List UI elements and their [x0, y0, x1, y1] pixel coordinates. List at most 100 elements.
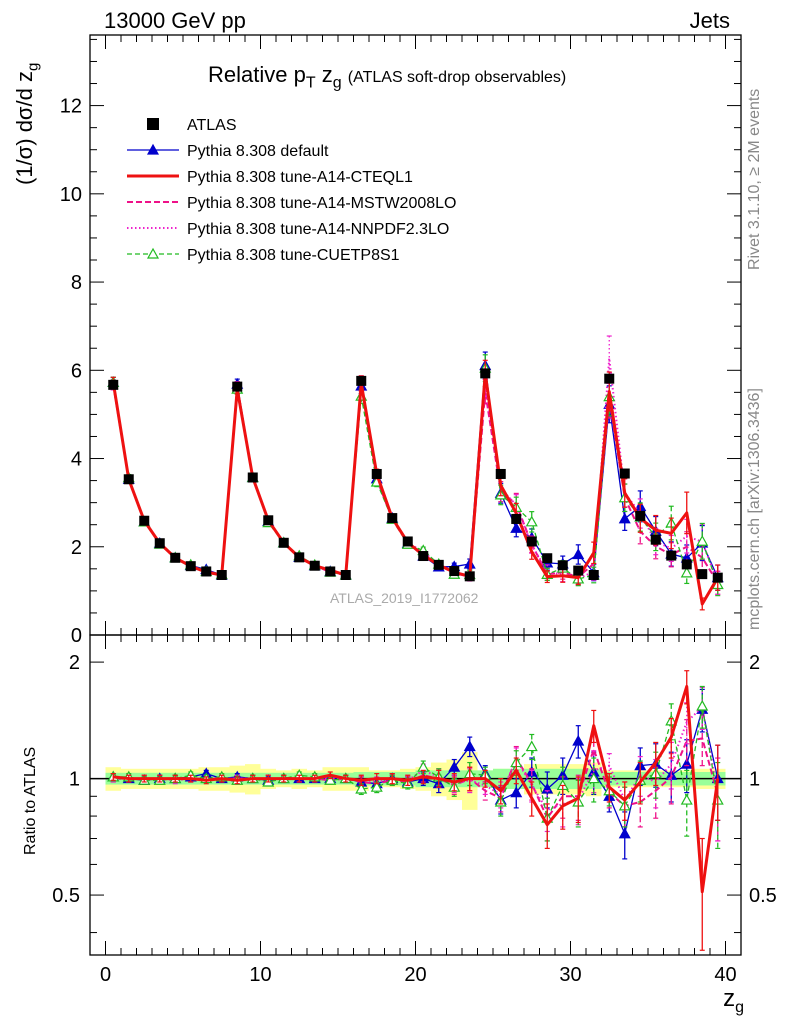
atlas-data-point — [216, 570, 227, 580]
atlas-data-point — [340, 570, 351, 580]
atlas-data-point — [294, 552, 305, 563]
ratio-marker-default — [618, 827, 631, 839]
ratio-marker-default — [572, 734, 585, 746]
y-tick-label: 0 — [71, 625, 82, 647]
x-tick-label: 0 — [100, 964, 111, 986]
legend-label-atlas: ATLAS — [187, 117, 237, 134]
main-y-axis-label-text: (1/σ) dσ/d z — [12, 71, 37, 185]
y-tick-label: 2 — [71, 537, 82, 559]
ratio-marker-cuetp8s1 — [680, 793, 693, 805]
x-axis-label-sub: g — [735, 998, 744, 1016]
beam-energy-label: 13000 GeV pp — [104, 8, 246, 33]
mcplots-label: mcplots.cern.ch [arXiv:1306.3436] — [746, 388, 763, 630]
atlas-data-point — [139, 515, 150, 526]
ratio-y-tick-label-right: 0.5 — [749, 885, 777, 907]
marker-cuetp8s1 — [696, 535, 709, 546]
atlas-data-point — [712, 572, 723, 583]
marker-default — [572, 548, 585, 560]
y-tick-label: 6 — [71, 360, 82, 382]
atlas-data-point — [588, 570, 599, 580]
process-label: Jets — [689, 8, 730, 33]
title-main: Relative p — [208, 62, 306, 87]
legend-label-cuetp8s1: Pythia 8.308 tune-CUETP8S1 — [187, 247, 400, 264]
legend-label-default: Pythia 8.308 default — [187, 143, 329, 160]
analysis-watermark: ATLAS_2019_I1772062 — [330, 590, 479, 606]
atlas-data-point — [495, 468, 506, 479]
main-panel-series — [107, 335, 724, 611]
atlas-data-point — [170, 552, 181, 563]
ratio-y-tick-label-left: 0.5 — [52, 885, 80, 907]
atlas-data-point — [666, 550, 677, 561]
ratio-marker-cuetp8s1 — [525, 740, 538, 752]
atlas-data-point — [697, 569, 708, 580]
marker-default — [510, 522, 523, 533]
atlas-data-point — [325, 566, 336, 577]
legend-label-mstw: Pythia 8.308 tune-A14-MSTW2008LO — [187, 195, 456, 212]
ratio-frame — [89, 634, 742, 956]
atlas-data-point — [526, 536, 537, 547]
ratio-marker-cuetp8s1 — [370, 780, 383, 792]
marker-default — [618, 512, 631, 524]
atlas-data-point — [232, 381, 243, 392]
ratio-line-nnpdf — [113, 706, 719, 811]
atlas-data-point — [371, 468, 382, 479]
ratio-marker-cuetp8s1 — [587, 772, 600, 784]
y-tick-label: 12 — [60, 96, 82, 118]
title-sub-t: T — [305, 74, 316, 92]
atlas-data-point — [449, 566, 460, 577]
marker-cuetp8s1 — [525, 515, 538, 527]
atlas-data-point — [557, 560, 568, 571]
ratio-y-tick-label-left: 2 — [69, 652, 80, 674]
atlas-data-point — [480, 368, 491, 379]
ratio-marker-default — [463, 740, 476, 752]
atlas-data-point — [309, 560, 320, 571]
ratio-marker-cuetp8s1 — [324, 774, 337, 785]
atlas-data-point — [201, 566, 212, 577]
y-tick-label: 4 — [71, 449, 82, 471]
ratio-panel-series — [107, 670, 724, 951]
atlas-data-point — [619, 468, 630, 479]
atlas-data-point — [263, 515, 274, 526]
x-axis-label-text: z — [723, 985, 736, 1012]
atlas-data-point — [108, 379, 119, 390]
atlas-data-point — [635, 510, 646, 521]
atlas-data-point — [511, 513, 522, 524]
atlas-data-point — [604, 373, 615, 384]
x-tick-label: 40 — [714, 964, 736, 986]
plot-title: Relative pT zg (ATLAS soft-drop observab… — [208, 62, 566, 92]
legend-marker-cuetp8s1 — [146, 247, 160, 259]
legend-label-cteql1: Pythia 8.308 tune-A14-CTEQL1 — [187, 169, 413, 186]
ratio-line-cuetp8s1 — [113, 705, 719, 819]
atlas-data-point — [433, 559, 444, 570]
x-tick-label: 30 — [559, 964, 581, 986]
atlas-data-point — [154, 538, 165, 549]
atlas-data-point — [681, 559, 692, 570]
atlas-data-point — [278, 537, 289, 548]
ratio-marker-cuetp8s1 — [696, 699, 709, 711]
title-tail: (ATLAS soft-drop observables) — [347, 69, 567, 86]
ratio-y-tick-label-left: 1 — [69, 769, 80, 791]
atlas-data-point — [402, 536, 413, 547]
atlas-data-point — [247, 472, 258, 483]
atlas-data-point — [123, 474, 134, 485]
ratio-y-tick-label-right: 1 — [749, 769, 760, 791]
ratio-marker-default — [510, 786, 523, 798]
main-y-axis-label: (1/σ) dσ/d zg — [12, 63, 41, 185]
ratio-y-axis-label: Ratio to ATLAS — [22, 746, 39, 855]
atlas-data-point — [387, 513, 398, 524]
atlas-data-point — [356, 375, 367, 386]
atlas-data-point — [418, 551, 429, 562]
legend-marker-default — [146, 143, 160, 155]
title-z: z — [321, 62, 333, 87]
ratio-y-tick-label-right: 2 — [749, 652, 760, 674]
x-tick-label: 10 — [249, 964, 271, 986]
ratio-marker-cuetp8s1 — [355, 782, 368, 794]
x-axis-label: zg — [723, 985, 744, 1017]
atlas-data-point — [650, 534, 661, 545]
legend: ATLAS Pythia 8.308 default Pythia 8.308 tu… — [127, 117, 456, 264]
atlas-data-point — [464, 571, 475, 582]
legend-label-nnpdf: Pythia 8.308 tune-A14-NNPDF2.3LO — [187, 221, 449, 238]
ratio-line-default — [113, 708, 719, 835]
y-tick-label: 8 — [71, 272, 82, 294]
